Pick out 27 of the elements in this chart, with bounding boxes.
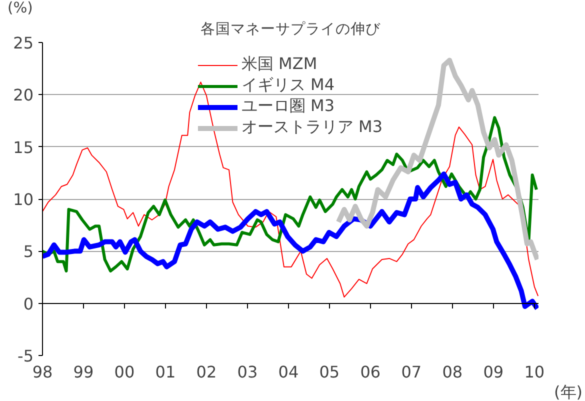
y-tick-label: 10	[13, 190, 34, 209]
x-tick-label: 03	[237, 362, 258, 382]
chart-title: 各国マネーサプライの伸び	[200, 20, 382, 38]
legend-label: 米国 MZM	[241, 54, 318, 75]
y-tick-label: 5	[23, 242, 34, 262]
x-tick-label: 98	[32, 362, 53, 382]
x-tick-label: 01	[155, 362, 176, 382]
y-axis-title: (%)	[8, 0, 33, 16]
x-tick-label: 05	[319, 362, 340, 382]
y-tick-label: 20	[13, 86, 34, 105]
y-tick-label: 25	[13, 34, 34, 52]
legend-label: ユーロ圏 M3	[241, 96, 335, 117]
x-tick-label: 10	[524, 362, 545, 382]
x-tick-label: 02	[196, 362, 217, 382]
y-tick-label: 15	[13, 138, 34, 157]
y-tick-label: -5	[18, 346, 34, 366]
legend-label: イギリス M4	[241, 75, 335, 96]
x-axis-title: (年)	[554, 382, 582, 401]
x-tick-label: 07	[401, 362, 422, 382]
y-tick-label: 0	[23, 294, 34, 314]
x-tick-label: 04	[278, 362, 299, 382]
x-tick-label: 99	[73, 362, 94, 382]
x-tick-label: 06	[360, 362, 381, 382]
x-tick-label: 00	[114, 362, 135, 382]
legend-label: オーストラリア M3	[241, 117, 383, 138]
x-tick-label: 09	[483, 362, 504, 382]
x-tick-label: 08	[442, 362, 463, 382]
